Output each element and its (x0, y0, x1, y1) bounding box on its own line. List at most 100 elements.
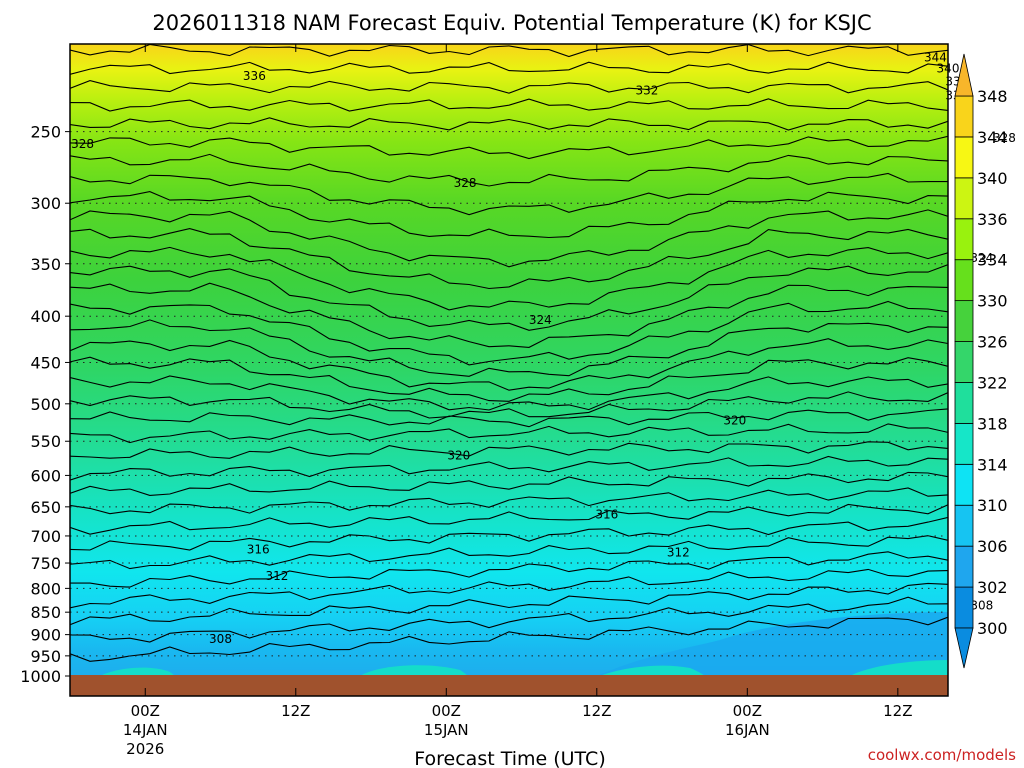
y-tick-label: 250 (30, 123, 61, 142)
colorbar-segment (954, 504, 974, 547)
contour-label: 324 (970, 251, 993, 265)
colorbar-segment (954, 382, 974, 424)
x-tick-date: 16JAN (725, 721, 770, 739)
contour-line (70, 117, 948, 131)
contour-line (70, 44, 948, 58)
contour-line (70, 246, 948, 311)
colorbar-extend-max (954, 53, 974, 97)
y-tick-label: 1000 (20, 667, 61, 686)
contour-line (70, 441, 948, 459)
contour-line (70, 375, 948, 411)
contour-label: 332 (636, 83, 659, 97)
contour-line (70, 319, 948, 377)
x-tick-label: 00Z (432, 702, 461, 720)
colorbar-label: 302 (977, 578, 1008, 597)
colorbar-label: 322 (977, 373, 1008, 392)
colorbar-label: 330 (977, 292, 1008, 311)
contour-line (70, 191, 948, 239)
y-tick-label: 850 (30, 603, 61, 622)
contour-line (70, 356, 948, 402)
y-tick-label: 300 (30, 194, 61, 213)
contour-line (70, 471, 948, 496)
contour-line (70, 487, 948, 515)
contour-label: 308 (970, 599, 993, 613)
contour-label: 320 (723, 414, 746, 428)
near-surface-warm-pocket (600, 665, 705, 676)
x-axis-label: Forecast Time (UTC) (414, 748, 605, 768)
near-surface-warm-pocket (100, 667, 175, 676)
colorbar-label: 310 (977, 496, 1008, 515)
colorbar-segment (954, 463, 974, 506)
contour-line (70, 616, 948, 662)
contour-label: 316 (595, 508, 618, 522)
colorbar-segment (954, 341, 974, 383)
contour-line (70, 61, 948, 75)
colorbar-label: 314 (977, 455, 1008, 474)
contour-line (70, 282, 948, 348)
contour-label: 336 (243, 69, 266, 83)
contour-line (70, 582, 948, 626)
contour-line (70, 209, 948, 268)
colorbar-label: 334 (977, 251, 1008, 270)
colorbar-label: 344 (977, 128, 1008, 147)
contour-line (70, 408, 948, 428)
y-tick-label: 700 (30, 527, 61, 546)
contour-label: 344 (924, 51, 947, 65)
y-tick-label: 600 (30, 466, 61, 485)
y-tick-label: 650 (30, 498, 61, 517)
contour-label: 340 (937, 62, 960, 76)
contour-label: 312 (667, 545, 690, 559)
contour-label: 308 (209, 632, 232, 646)
contour-line (70, 153, 948, 187)
contour-label: 320 (447, 448, 470, 462)
y-tick-label: 900 (30, 626, 61, 645)
y-tick-label: 500 (30, 395, 61, 414)
contour-line (70, 455, 948, 481)
colorbar-segment (954, 422, 974, 465)
x-tick-label: 12Z (281, 702, 310, 720)
x-tick-label: 00Z (733, 702, 762, 720)
x-tick-date: 14JAN (123, 721, 168, 739)
contour-label: 328 (454, 176, 477, 190)
colorbar-segment (954, 218, 974, 261)
contour-line (70, 338, 948, 391)
contour-line (70, 391, 948, 419)
y-tick-label: 550 (30, 432, 61, 451)
x-tick-date: 15JAN (424, 721, 469, 739)
y-tick-label: 950 (30, 647, 61, 666)
colorbar-segment (954, 300, 974, 342)
contour-line (70, 596, 948, 643)
colorbar-segment (954, 586, 974, 629)
colorbar-label: 336 (977, 210, 1008, 229)
colorbar-segment (954, 177, 974, 220)
colorbar-label: 306 (977, 537, 1008, 556)
x-tick-year: 2026 (126, 740, 164, 758)
colorbar-label: 340 (977, 169, 1008, 188)
y-tick-label: 450 (30, 353, 61, 372)
y-tick-label: 750 (30, 554, 61, 573)
colorbar-label: 348 (977, 87, 1008, 106)
credit-link[interactable]: coolwx.com/models (868, 746, 1016, 764)
contour-line (70, 264, 948, 331)
x-tick-label: 12Z (582, 702, 611, 720)
colorbar-segment (954, 95, 974, 138)
contour-line (70, 228, 948, 290)
contour-label: 324 (529, 313, 552, 327)
colorbar-segment (954, 259, 974, 302)
contour-line (70, 516, 948, 551)
contour-label: 316 (247, 543, 270, 557)
x-tick-label: 12Z (883, 702, 912, 720)
theta-e-field (70, 44, 948, 696)
contour-label: 328 (71, 137, 94, 151)
contour-label: 328 (993, 131, 1016, 145)
contour-line (70, 568, 948, 609)
chart-title: 2026011318 NAM Forecast Equiv. Potential… (152, 11, 871, 35)
y-tick-label: 350 (30, 255, 61, 274)
colorbar-label: 300 (977, 619, 1008, 638)
terrain-surface (70, 675, 948, 696)
contour-line (70, 135, 948, 160)
contour-line (70, 423, 948, 444)
contour-line (70, 551, 948, 588)
